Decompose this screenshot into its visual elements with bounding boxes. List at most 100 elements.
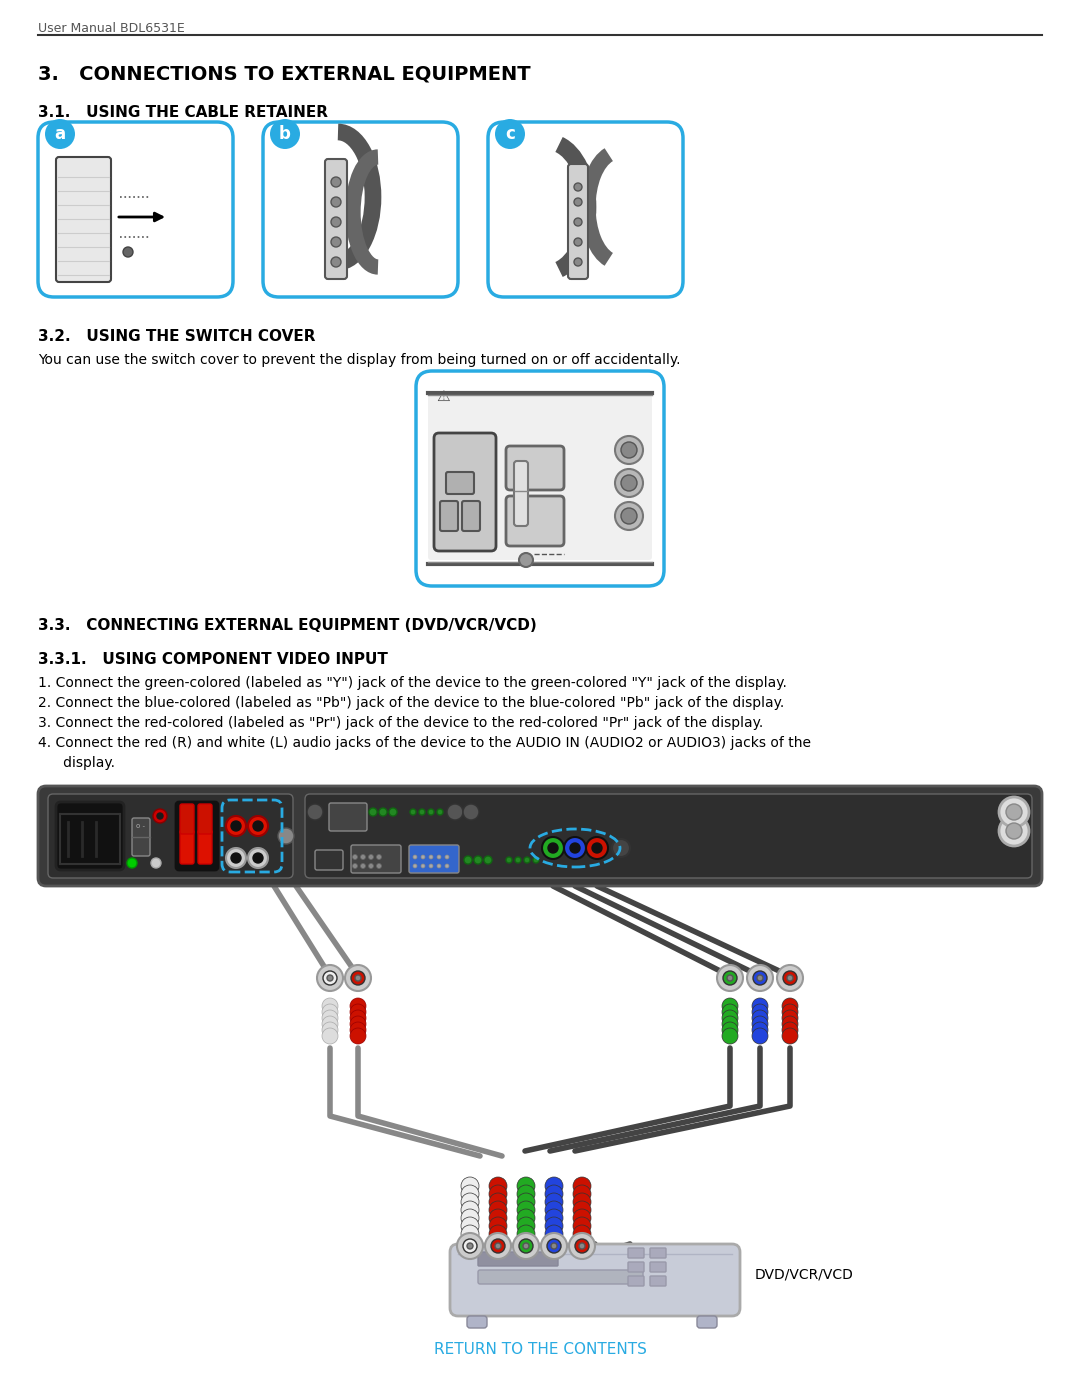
Circle shape [723, 997, 738, 1014]
Text: 3.3.1.   USING COMPONENT VIDEO INPUT: 3.3.1. USING COMPONENT VIDEO INPUT [38, 652, 388, 666]
Circle shape [429, 855, 433, 859]
Circle shape [421, 863, 426, 868]
Circle shape [413, 855, 417, 859]
Circle shape [783, 971, 797, 985]
Circle shape [151, 858, 161, 868]
Circle shape [517, 1225, 535, 1243]
Circle shape [545, 1178, 563, 1194]
Circle shape [322, 1023, 338, 1038]
FancyBboxPatch shape [198, 830, 212, 863]
Circle shape [345, 965, 372, 990]
FancyBboxPatch shape [650, 1275, 666, 1287]
Circle shape [545, 1201, 563, 1220]
Circle shape [621, 475, 637, 490]
Circle shape [350, 1004, 366, 1020]
Circle shape [350, 997, 366, 1014]
FancyBboxPatch shape [478, 1252, 558, 1266]
Circle shape [445, 863, 449, 868]
Circle shape [153, 809, 167, 823]
Circle shape [573, 1217, 591, 1235]
FancyBboxPatch shape [48, 793, 293, 877]
Circle shape [437, 809, 443, 814]
Circle shape [253, 854, 264, 863]
FancyBboxPatch shape [450, 1243, 740, 1316]
Circle shape [551, 1243, 557, 1249]
Circle shape [231, 854, 241, 863]
Circle shape [752, 1028, 768, 1044]
Circle shape [723, 1016, 738, 1032]
Text: 3.2.   USING THE SWITCH COVER: 3.2. USING THE SWITCH COVER [38, 330, 315, 344]
Circle shape [782, 1004, 798, 1020]
Text: You can use the switch cover to prevent the display from being turned on or off : You can use the switch cover to prevent … [38, 353, 680, 367]
Text: display.: display. [50, 756, 114, 770]
FancyBboxPatch shape [264, 122, 458, 298]
Circle shape [330, 197, 341, 207]
FancyBboxPatch shape [416, 372, 664, 585]
Text: o -: o - [136, 823, 146, 828]
Circle shape [723, 1028, 738, 1044]
Circle shape [318, 965, 343, 990]
Circle shape [361, 855, 365, 859]
Circle shape [545, 1225, 563, 1243]
Circle shape [323, 971, 337, 985]
FancyBboxPatch shape [514, 461, 528, 527]
Circle shape [352, 855, 357, 859]
Circle shape [573, 1193, 591, 1211]
Circle shape [445, 855, 449, 859]
Circle shape [330, 257, 341, 267]
Circle shape [782, 1028, 798, 1044]
Circle shape [270, 119, 300, 149]
Text: DVD/VCR/VCD: DVD/VCR/VCD [755, 1268, 854, 1282]
Circle shape [545, 1193, 563, 1211]
Circle shape [437, 855, 441, 859]
Circle shape [489, 1208, 507, 1227]
Circle shape [523, 1243, 529, 1249]
FancyBboxPatch shape [446, 472, 474, 495]
FancyBboxPatch shape [56, 156, 111, 282]
Circle shape [592, 842, 602, 854]
FancyBboxPatch shape [650, 1261, 666, 1273]
FancyBboxPatch shape [697, 1316, 717, 1329]
Circle shape [519, 553, 534, 567]
Circle shape [389, 807, 397, 816]
Circle shape [322, 1028, 338, 1044]
Circle shape [999, 798, 1029, 827]
Circle shape [545, 1217, 563, 1235]
Circle shape [573, 1178, 591, 1194]
Circle shape [717, 965, 743, 990]
Circle shape [573, 1225, 591, 1243]
Circle shape [723, 971, 737, 985]
Circle shape [226, 848, 246, 868]
Circle shape [517, 1201, 535, 1220]
Circle shape [573, 183, 582, 191]
Circle shape [368, 855, 374, 859]
FancyBboxPatch shape [428, 395, 652, 560]
Circle shape [352, 863, 357, 869]
Circle shape [464, 856, 472, 863]
Circle shape [573, 1201, 591, 1220]
Circle shape [612, 840, 630, 856]
Text: 3.1.   USING THE CABLE RETAINER: 3.1. USING THE CABLE RETAINER [38, 105, 328, 120]
Circle shape [495, 1243, 501, 1249]
Circle shape [377, 855, 381, 859]
FancyBboxPatch shape [176, 802, 218, 870]
Circle shape [495, 119, 525, 149]
Circle shape [45, 119, 75, 149]
Circle shape [569, 1234, 595, 1259]
Circle shape [461, 1185, 480, 1203]
Circle shape [573, 198, 582, 205]
Circle shape [485, 1234, 511, 1259]
Circle shape [278, 828, 294, 844]
Circle shape [379, 807, 387, 816]
Circle shape [586, 837, 608, 859]
FancyBboxPatch shape [462, 502, 480, 531]
Circle shape [322, 1004, 338, 1020]
Circle shape [377, 863, 381, 869]
Circle shape [517, 1185, 535, 1203]
Circle shape [519, 1239, 534, 1253]
Circle shape [752, 1004, 768, 1020]
FancyBboxPatch shape [132, 819, 150, 856]
Circle shape [157, 813, 163, 819]
Circle shape [330, 177, 341, 187]
Circle shape [782, 1010, 798, 1025]
